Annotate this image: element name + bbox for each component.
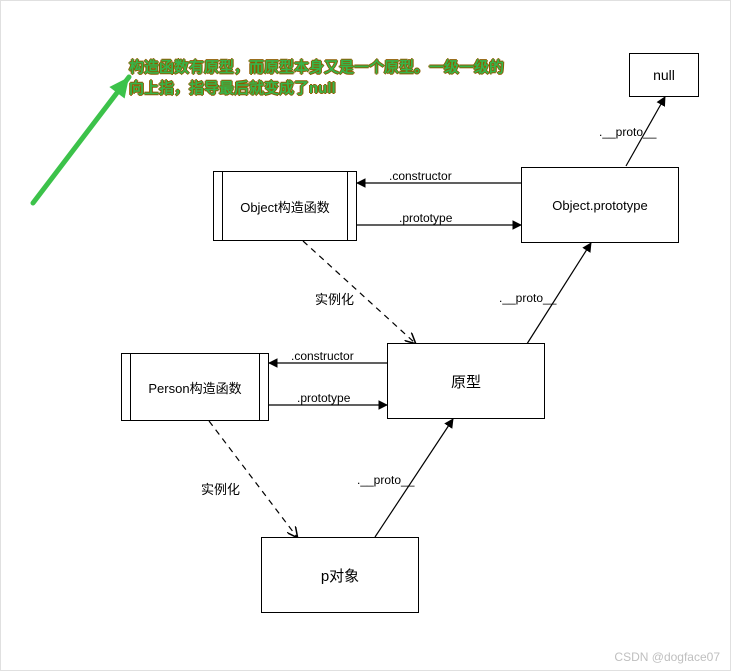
green-arrow-shaft — [33, 77, 129, 203]
edge-label-objctor_instantiate: 实例化 — [315, 289, 354, 308]
node-p-object-label: p对象 — [321, 565, 359, 586]
edge-label-personctor_constructor: .constructor — [291, 349, 354, 363]
diagram-canvas: 构造函数有原型，而原型本身又是一个原型。一级一级的 向上指，指导最后就变成了nu… — [0, 0, 731, 671]
node-object-constructor: Object构造函数 — [213, 171, 357, 241]
edge-label-null_proto: .__proto__ — [599, 125, 656, 139]
edge-label-personctor_instantiate: 实例化 — [201, 479, 240, 498]
edge-label-personctor_prototype: .prototype — [297, 391, 350, 405]
node-person-constructor: Person构造函数 — [121, 353, 269, 421]
watermark: CSDN @dogface07 — [614, 650, 720, 664]
node-object-prototype: Object.prototype — [521, 167, 679, 243]
node-prototype: 原型 — [387, 343, 545, 419]
annotation-line-2: 向上指，指导最后就变成了null — [129, 80, 336, 97]
edge-label-pobj_proto: .__proto__ — [357, 473, 414, 487]
annotation-line-1: 构造函数有原型，而原型本身又是一个原型。一级一级的 — [129, 59, 504, 76]
node-prototype-label: 原型 — [451, 371, 481, 392]
annotation-text: 构造函数有原型，而原型本身又是一个原型。一级一级的 向上指，指导最后就变成了nu… — [129, 57, 504, 99]
node-null: null — [629, 53, 699, 97]
node-object-prototype-label: Object.prototype — [552, 198, 647, 213]
node-p-object: p对象 — [261, 537, 419, 613]
edge-label-objproto_from_proto: .__proto__ — [499, 291, 556, 305]
node-null-label: null — [653, 67, 675, 83]
node-object-constructor-label: Object构造函数 — [240, 197, 330, 216]
edge-label-objctor_prototype: .prototype — [399, 211, 452, 225]
node-person-constructor-label: Person构造函数 — [148, 378, 241, 397]
edge-label-objctor_constructor: .constructor — [389, 169, 452, 183]
green-arrow-head-icon — [109, 77, 129, 99]
